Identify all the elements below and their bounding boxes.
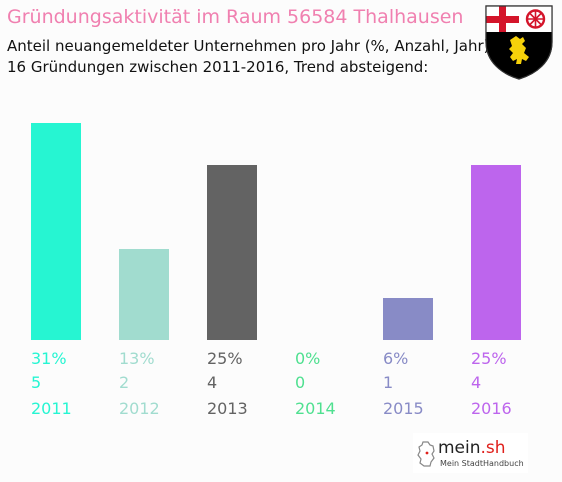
count-label-2011: 5 — [31, 373, 41, 392]
percent-label-2015: 6% — [383, 349, 408, 368]
percent-label-2014: 0% — [295, 349, 320, 368]
bar-2016 — [471, 165, 521, 340]
year-label-2016: 2016 — [471, 399, 512, 418]
year-label-2015: 2015 — [383, 399, 424, 418]
bar-2013 — [207, 165, 257, 340]
percent-label-2012: 13% — [119, 349, 155, 368]
percent-label-2013: 25% — [207, 349, 243, 368]
count-label-2015: 1 — [383, 373, 393, 392]
count-label-2012: 2 — [119, 373, 129, 392]
mein-sh-logo: mein.sh Mein StadtHandbuch — [413, 433, 528, 473]
percent-label-2016: 25% — [471, 349, 507, 368]
germany-map-icon — [417, 441, 435, 467]
chart-subtitle-line-2: 16 Gründungen zwischen 2011-2016, Trend … — [7, 58, 429, 76]
year-label-2011: 2011 — [31, 399, 72, 418]
year-label-2013: 2013 — [207, 399, 248, 418]
bar-2012 — [119, 249, 169, 340]
logo-tagline: Mein StadtHandbuch — [440, 459, 524, 468]
logo-name: mein.sh — [438, 438, 506, 458]
bar-2011 — [31, 123, 81, 340]
chart-subtitle-line-1: Anteil neuangemeldeter Unternehmen pro J… — [7, 37, 490, 55]
count-label-2013: 4 — [207, 373, 217, 392]
count-label-2014: 0 — [295, 373, 305, 392]
logo-name-main: mein — [438, 438, 481, 458]
year-label-2012: 2012 — [119, 399, 160, 418]
year-label-2014: 2014 — [295, 399, 336, 418]
logo-name-tld: .sh — [480, 438, 506, 458]
chart-title: Gründungsaktivität im Raum 56584 Thalhau… — [7, 6, 464, 28]
rhineland-palatinate-coat-of-arms-icon — [485, 5, 553, 80]
count-label-2016: 4 — [471, 373, 481, 392]
percent-label-2011: 31% — [31, 349, 67, 368]
bar-2015 — [383, 298, 433, 340]
